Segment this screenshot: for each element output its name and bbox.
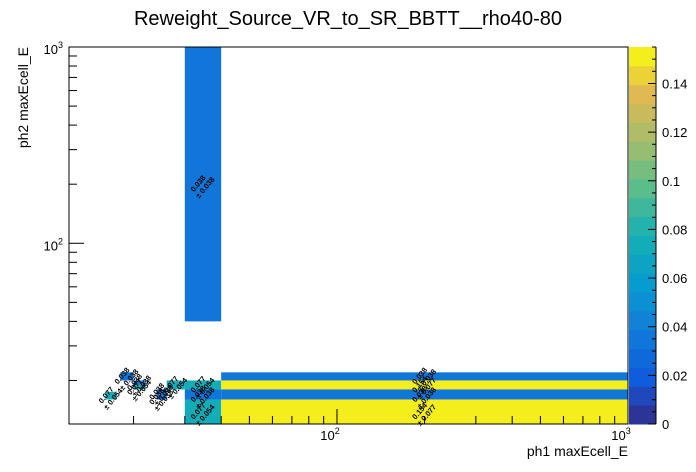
colorbar-band bbox=[629, 47, 656, 67]
heatmap-cell bbox=[105, 391, 117, 400]
colorbar-band bbox=[629, 367, 656, 387]
colorbar-band bbox=[629, 216, 656, 236]
colorbar-band bbox=[629, 254, 656, 274]
heatmap-cell bbox=[184, 47, 222, 322]
plot-frame bbox=[68, 46, 629, 425]
chart-title: Reweight_Source_VR_to_SR_BBTT__rho40-80 bbox=[134, 8, 562, 30]
colorbar-band bbox=[629, 65, 656, 86]
colorbar-band bbox=[629, 235, 656, 255]
heatmap-cell bbox=[166, 380, 185, 390]
heatmap-cell bbox=[221, 389, 629, 400]
y-axis-ticks bbox=[69, 46, 84, 381]
y-axis-tick-label: 102 bbox=[44, 236, 63, 253]
colorbar-band bbox=[629, 292, 656, 312]
colorbar-band bbox=[629, 310, 656, 331]
x-axis-label: ph1 maxEcell_E bbox=[527, 443, 628, 459]
colorbar-tick-label: 0.14 bbox=[662, 76, 687, 91]
colorbar-band bbox=[629, 122, 656, 142]
colorbar-band bbox=[629, 329, 656, 350]
colorbar-tick-label: 0.1 bbox=[662, 174, 680, 189]
colorbar-tick-label: 0.02 bbox=[662, 368, 687, 383]
y-axis-tick-label: 103 bbox=[44, 40, 63, 57]
heatmap-cell bbox=[156, 389, 167, 395]
heatmap-cell bbox=[184, 380, 222, 390]
colorbar-band bbox=[629, 348, 656, 368]
colorbar-tick-label: 0 bbox=[662, 417, 669, 432]
heatmap-cell bbox=[184, 399, 222, 424]
colorbar-band bbox=[629, 141, 656, 161]
heatmap-cell bbox=[221, 380, 629, 390]
heatmap-cell bbox=[156, 394, 167, 400]
colorbar-band bbox=[629, 197, 656, 218]
x-axis-ticks bbox=[133, 409, 629, 424]
colorbar-tick-label: 0.08 bbox=[662, 222, 687, 237]
colorbar-band bbox=[629, 405, 656, 425]
colorbar-tick-label: 0.04 bbox=[662, 320, 687, 335]
colorbar-band bbox=[629, 103, 656, 123]
colorbar-axis: 0 0.02 0.04 0.06 0.08 0.1 0.12 0.14 bbox=[648, 46, 687, 432]
heatmap-cells bbox=[105, 47, 629, 424]
y-axis-label: ph2 maxEcell_E bbox=[15, 47, 31, 148]
colorbar bbox=[629, 47, 656, 425]
x-axis-tick-labels: 102 103 bbox=[320, 426, 631, 443]
heatmap-cell bbox=[184, 389, 222, 400]
colorbar-tick-label: 0.06 bbox=[662, 271, 687, 286]
heatmap-cell bbox=[133, 384, 146, 390]
colorbar-tick-label: 0.12 bbox=[662, 125, 687, 140]
colorbar-band bbox=[629, 160, 656, 180]
colorbar-band bbox=[629, 178, 656, 199]
x-axis-tick-label: 102 bbox=[320, 426, 339, 443]
heatmap-cell bbox=[120, 372, 134, 381]
x-axis-tick-label: 103 bbox=[611, 426, 630, 443]
colorbar-band bbox=[629, 273, 656, 293]
heatmap-cell bbox=[133, 380, 146, 385]
colorbar-band bbox=[629, 84, 656, 105]
colorbar-band bbox=[629, 386, 656, 406]
y-axis-tick-labels: 102 103 bbox=[44, 40, 63, 253]
heatmap-cell bbox=[221, 372, 629, 381]
